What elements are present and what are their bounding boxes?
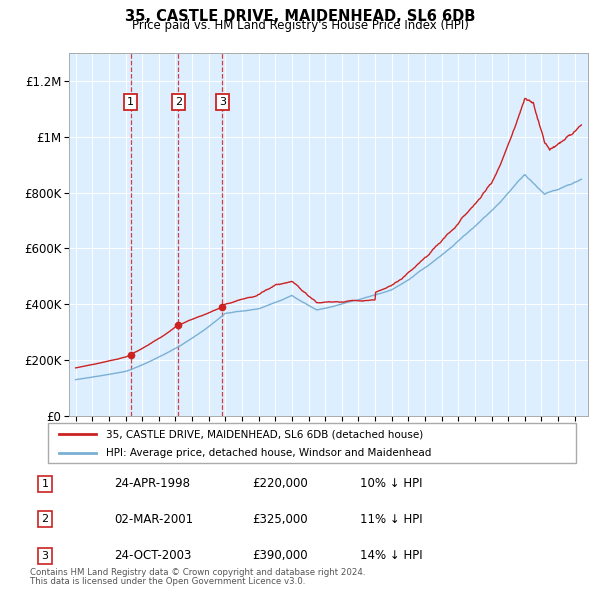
Text: 1: 1	[127, 97, 134, 107]
Text: HPI: Average price, detached house, Windsor and Maidenhead: HPI: Average price, detached house, Wind…	[106, 448, 431, 458]
Text: Price paid vs. HM Land Registry's House Price Index (HPI): Price paid vs. HM Land Registry's House …	[131, 19, 469, 32]
Text: 2: 2	[175, 97, 182, 107]
Text: 02-MAR-2001: 02-MAR-2001	[114, 513, 193, 526]
Text: 14% ↓ HPI: 14% ↓ HPI	[360, 549, 422, 562]
Text: 35, CASTLE DRIVE, MAIDENHEAD, SL6 6DB: 35, CASTLE DRIVE, MAIDENHEAD, SL6 6DB	[125, 9, 475, 24]
Text: 35, CASTLE DRIVE, MAIDENHEAD, SL6 6DB (detached house): 35, CASTLE DRIVE, MAIDENHEAD, SL6 6DB (d…	[106, 430, 424, 440]
Text: 3: 3	[219, 97, 226, 107]
Text: 1: 1	[41, 479, 49, 489]
Text: 24-OCT-2003: 24-OCT-2003	[114, 549, 191, 562]
Text: 3: 3	[41, 551, 49, 560]
FancyBboxPatch shape	[48, 423, 576, 463]
Text: Contains HM Land Registry data © Crown copyright and database right 2024.: Contains HM Land Registry data © Crown c…	[30, 568, 365, 577]
Text: 24-APR-1998: 24-APR-1998	[114, 477, 190, 490]
Text: £220,000: £220,000	[252, 477, 308, 490]
Text: 2: 2	[41, 514, 49, 524]
Text: £325,000: £325,000	[252, 513, 308, 526]
Text: 11% ↓ HPI: 11% ↓ HPI	[360, 513, 422, 526]
Text: 10% ↓ HPI: 10% ↓ HPI	[360, 477, 422, 490]
Text: £390,000: £390,000	[252, 549, 308, 562]
Text: This data is licensed under the Open Government Licence v3.0.: This data is licensed under the Open Gov…	[30, 578, 305, 586]
